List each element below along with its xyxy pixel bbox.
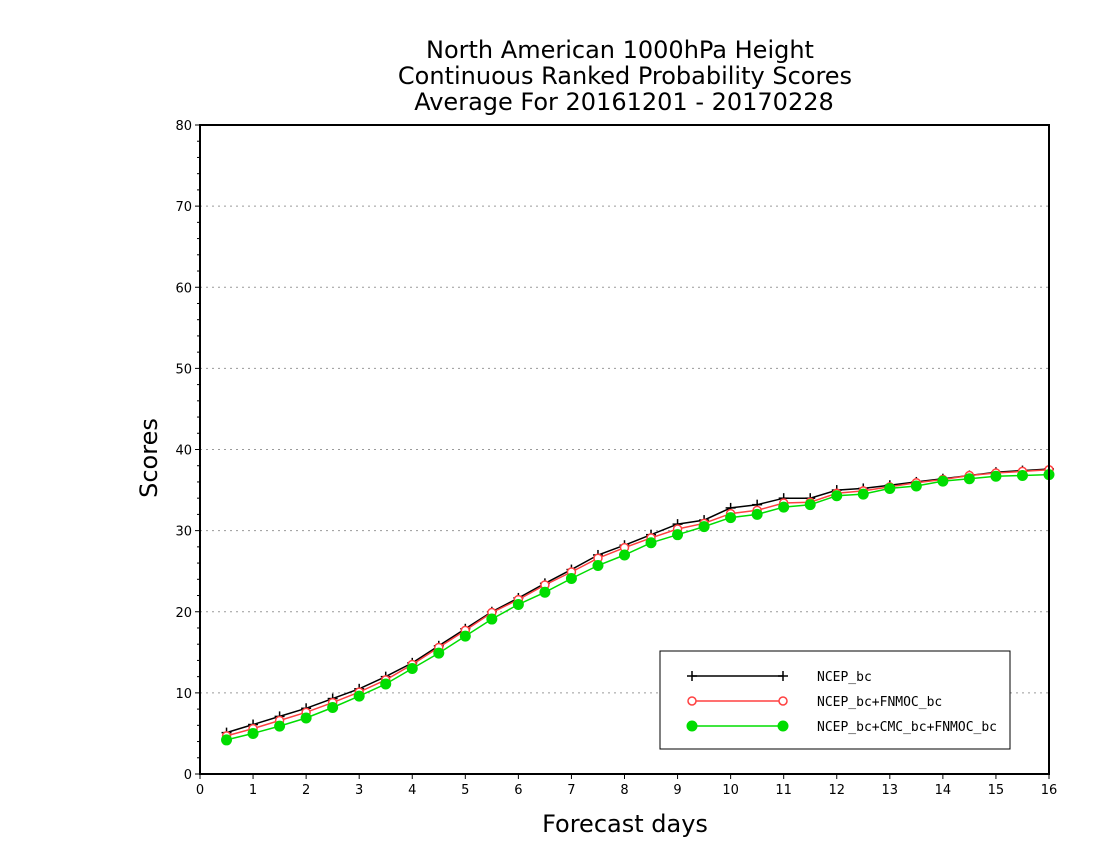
y-tick-label-30: 30 [175, 525, 192, 540]
legend-marker-right-1 [778, 671, 788, 681]
x-tick-label-15: 15 [988, 783, 1005, 798]
legend-label-3: NCEP_bc+CMC_bc+FNMOC_bc [817, 720, 997, 735]
grid [200, 205, 1049, 694]
x-axis-title: Forecast days [542, 810, 708, 838]
series-3-point [459, 630, 471, 642]
x-tick-label-5: 5 [461, 783, 469, 798]
x-tick-label-16: 16 [1041, 783, 1058, 798]
chart-title-line-1: North American 1000hPa Height [426, 36, 814, 64]
series-3-point [672, 529, 684, 541]
chart-title: North American 1000hPa Height Continuous… [398, 36, 852, 116]
legend-marker-right-3 [777, 720, 789, 732]
x-tick-label-10: 10 [722, 783, 739, 798]
series-3-point [910, 480, 922, 492]
y-tick-label-20: 20 [175, 606, 192, 621]
y-tick-label-10: 10 [175, 687, 192, 702]
series-3-point [592, 560, 604, 572]
legend-label-1: NCEP_bc [817, 670, 872, 685]
series-3-point [274, 720, 286, 732]
legend-box [659, 650, 1011, 750]
series-3-point [221, 734, 233, 746]
y-tick-label-80: 80 [175, 119, 192, 134]
series-3-point [884, 482, 896, 494]
series-3-point [512, 598, 524, 610]
x-tick-label-14: 14 [935, 783, 952, 798]
series-3-point [990, 470, 1002, 482]
legend: NCEP_bc NCEP_bc+FNMOC_bc NCEP_bc+CMC_bc+FN… [659, 650, 1011, 750]
series-3-point [619, 549, 630, 561]
series-3-point [486, 613, 498, 625]
series-3-point [433, 647, 445, 659]
series-3-point [327, 701, 339, 713]
legend-marker-right-2 [778, 696, 788, 706]
series-3-point [565, 572, 577, 584]
x-tick-label-8: 8 [620, 783, 628, 798]
y-axis-title: Scores [135, 418, 163, 498]
x-tick-label-1: 1 [249, 783, 257, 798]
series-3-point [353, 690, 365, 702]
series-3-point [937, 475, 949, 487]
series-3-point [380, 678, 392, 690]
legend-marker-left-1 [687, 671, 697, 681]
legend-marker-left-3 [686, 720, 698, 732]
y-tick-label-40: 40 [175, 444, 192, 459]
series-3-point [539, 586, 551, 598]
legend-label-2: NCEP_bc+FNMOC_bc [817, 695, 942, 710]
series-3-point [804, 499, 816, 511]
series-3-point [645, 537, 657, 549]
y-tick-label-70: 70 [175, 200, 192, 215]
series-3-point [300, 712, 312, 724]
x-tick-label-11: 11 [775, 783, 792, 798]
x-tick-label-9: 9 [673, 783, 681, 798]
series-3-point [725, 512, 737, 524]
x-tick-label-4: 4 [408, 783, 416, 798]
series-3-point [1016, 469, 1028, 481]
series-3-point [963, 473, 975, 485]
chart-title-line-3: Average For 20161201 - 20170228 [414, 88, 834, 116]
x-tick-label-7: 7 [567, 783, 575, 798]
series-3-point [247, 727, 259, 739]
series-3-point [698, 521, 710, 533]
series-3-point [831, 490, 843, 502]
series-3-point [751, 508, 763, 520]
y-tick-label-50: 50 [175, 362, 192, 377]
series-3-point [778, 501, 790, 513]
x-tick-label-2: 2 [302, 783, 310, 798]
series-3-point [857, 488, 869, 500]
y-tick-label-60: 60 [175, 281, 192, 296]
series-3 [221, 469, 1055, 746]
y-tick-label-0: 0 [184, 768, 192, 783]
x-tick-label-12: 12 [828, 783, 845, 798]
x-tick-label-3: 3 [355, 783, 363, 798]
x-tick-label-13: 13 [882, 783, 899, 798]
x-tick-label-0: 0 [196, 783, 204, 798]
series-layer [221, 463, 1055, 746]
legend-marker-left-2 [687, 696, 697, 706]
x-tick-label-6: 6 [514, 783, 522, 798]
chart-title-line-2: Continuous Ranked Probability Scores [398, 62, 852, 90]
series-3-point [406, 663, 418, 675]
